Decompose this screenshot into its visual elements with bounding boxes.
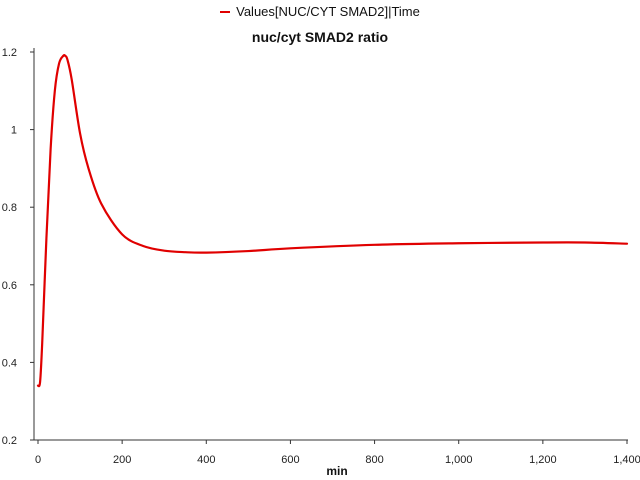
- x-tick-label: 600: [281, 454, 299, 466]
- y-tick-label: 0.8: [2, 202, 17, 214]
- x-axis-title: min: [326, 464, 347, 478]
- x-tick-label: 200: [113, 454, 131, 466]
- series-layer: [36, 54, 629, 388]
- x-tick-label: 1,400: [613, 454, 640, 466]
- y-tick-label: 1.2: [2, 47, 17, 59]
- x-tick-label: 400: [197, 454, 215, 466]
- y-tick-label: 1: [11, 125, 17, 137]
- y-tick-label: 0.4: [2, 357, 17, 369]
- chart-title: nuc/cyt SMAD2 ratio: [251, 29, 389, 45]
- legend-label: Values[NUC/CYT SMAD2]|Time: [236, 4, 420, 19]
- x-tick-label: 0: [35, 454, 41, 466]
- legend-swatch: [220, 10, 231, 13]
- axes: [33, 48, 628, 441]
- y-tick-label: 0.2: [2, 435, 17, 447]
- legend: Values[NUC/CYT SMAD2]|Time: [0, 4, 640, 19]
- ticks: 0.2 0.4 0.6 0.8 1 1.2 0 200 400 600 800 1,000 1,200 1…: [2, 47, 640, 466]
- x-tick-label: 1,000: [445, 454, 473, 466]
- x-tick-label: 1,200: [529, 454, 557, 466]
- y-tick-label: 0.6: [2, 280, 17, 292]
- x-tick-label: 800: [365, 454, 383, 466]
- series-line: [36, 54, 629, 388]
